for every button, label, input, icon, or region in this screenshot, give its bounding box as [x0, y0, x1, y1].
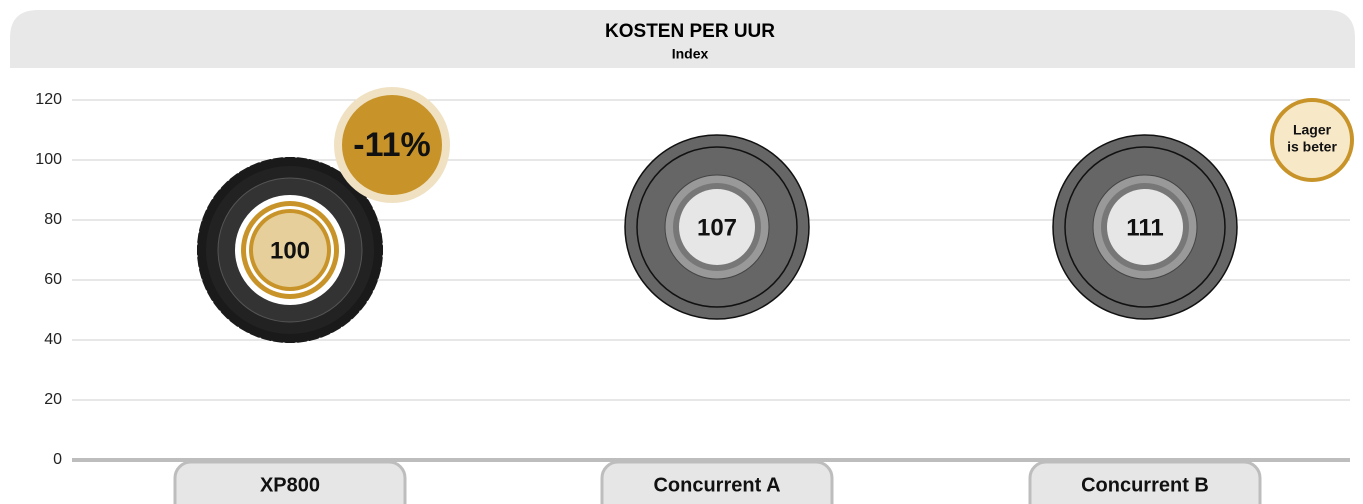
note-text: is beter	[1287, 139, 1337, 155]
y-tick-label: 20	[44, 391, 62, 408]
value-label: 111	[1126, 214, 1163, 241]
x-tick-label: XP800	[260, 474, 320, 496]
page: KOSTEN PER UUR Index 0 20 40 60 80 100 120 XP80…	[0, 0, 1363, 504]
difference-label: -11%	[353, 126, 431, 164]
x-tick-label: Concurrent A	[653, 474, 780, 496]
value-label: 100	[270, 237, 310, 264]
y-tick-label: 60	[44, 271, 62, 288]
y-tick-label: 120	[35, 91, 62, 108]
value-label: 107	[697, 214, 737, 241]
y-tick-label: 0	[53, 451, 62, 468]
y-tick-label: 40	[44, 331, 62, 348]
y-tick-label: 100	[35, 151, 62, 168]
chart: KOSTEN PER UUR Index 0 20 40 60 80 100 120 XP80…	[0, 0, 1363, 504]
x-tick-label: Concurrent B	[1081, 474, 1209, 496]
chart-subtitle: Index	[672, 46, 709, 62]
y-tick-label: 80	[44, 211, 62, 228]
note-text: Lager	[1293, 122, 1332, 138]
chart-title: KOSTEN PER UUR	[605, 21, 775, 42]
